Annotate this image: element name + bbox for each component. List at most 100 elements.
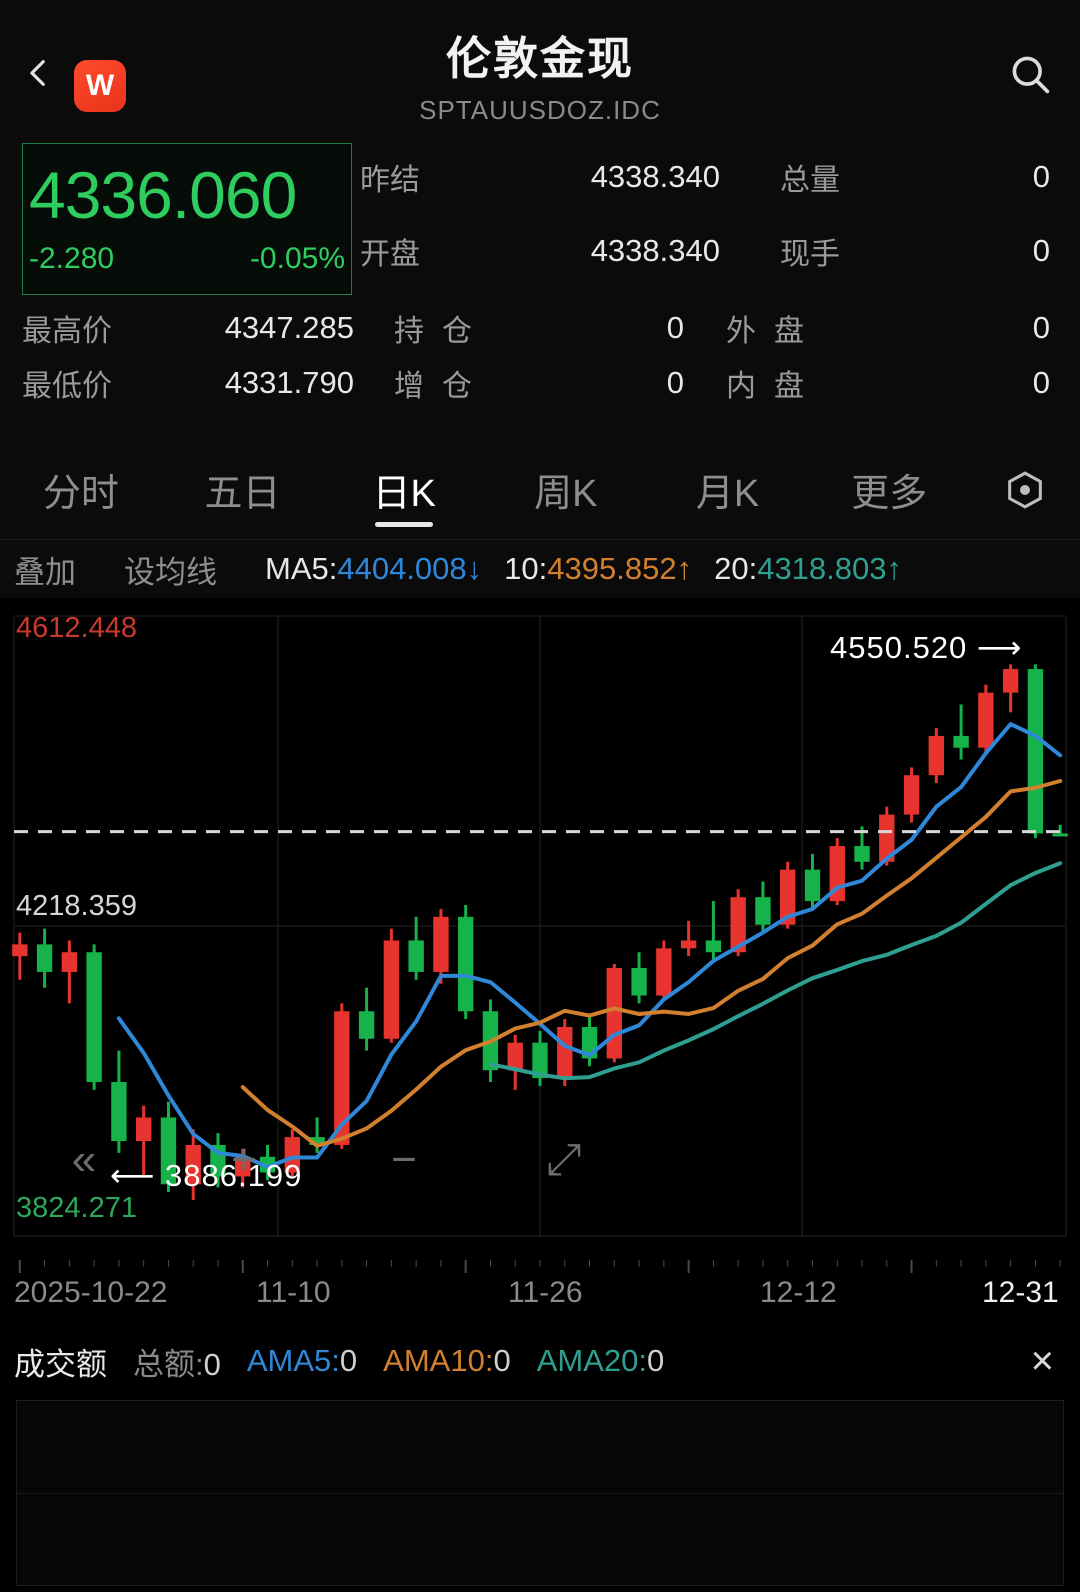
open-price-label: 开盘 [360,238,420,271]
ma20-value: 4318.803 [757,551,887,586]
price-change-pct: -0.05% [249,242,345,275]
prev-close-label: 昨结 [360,164,420,197]
tab-five-day[interactable]: 五日 [162,440,324,539]
quote-kv-row: 昨结 4338.340 总量 0 [360,140,1080,214]
low-price-label: 最低价 [22,369,112,403]
overlay-button[interactable]: 叠加 [14,554,76,590]
chart-candles [12,664,1068,1201]
open-price-value: 4338.340 [590,233,720,268]
page-subtitle-code: SPTAUUSDOZ.IDC [419,95,661,125]
x-axis: 2025-10-22 11-10 11-26 12-12 12-31 [0,1258,1080,1328]
ama10-value: 0 [493,1343,511,1378]
tab-label: 月K [695,473,760,515]
chart-floating-toolbar: « + − ⤢ [52,1128,632,1194]
ama10-readout: AMA10:0 [383,1343,511,1379]
ama5-readout: AMA5:0 [247,1343,357,1379]
tab-weekly-k[interactable]: 周K [485,440,647,539]
chart-canvas [12,615,1068,1237]
x-axis-label-current: 12-31 [982,1276,1059,1309]
ma-indicator-bar: 叠加 设均线 MA5:4404.008↓ 10:4395.852↑ 20:431… [0,540,1080,598]
quote-kv-row: 开盘 4338.340 现手 0 [360,214,1080,288]
ma5-key: MA5: [265,551,338,586]
x-axis-ticks [18,1260,1061,1273]
scroll-left-button[interactable]: « [71,1135,97,1184]
chart-gridlines [13,615,1067,1237]
close-volume-panel-button[interactable]: × [1030,1339,1054,1383]
x-axis-label: 11-10 [256,1276,331,1309]
app-header: W 伦敦金现 SPTAUUSDOZ.IDC [0,0,1080,140]
y-axis-mid-label: 4218.359 [16,890,137,922]
tab-label: 日K [372,473,436,515]
x-axis-label: 11-26 [508,1276,583,1309]
chart-period-tabs: 分时 五日 日K 周K 月K 更多 [0,440,1080,540]
quote-panel: 4336.060 -2.280 -0.05% 昨结 4338.340 总量 0 … [0,140,1080,440]
high-price-value: 4347.285 [224,309,354,345]
page-title: 伦敦金现 [445,33,634,84]
high-price-marker: 4550.520 ⟶ [830,630,1023,665]
chart-settings-button[interactable] [970,467,1080,513]
ma20-arrow-icon: ↑ [886,551,903,586]
open-interest-label: 持仓 [394,314,490,348]
ma10-arrow-icon: ↑ [676,551,693,586]
volume-header: 成交额 总额:0 AMA5:0 AMA10:0 AMA20:0 × [0,1328,1080,1394]
price-change-abs: -2.280 [29,242,115,275]
volume-midline [17,1493,1063,1494]
tab-label: 周K [534,473,598,515]
low-price-marker: ⟵ 3886.199 [110,1158,303,1193]
open-interest-value: 0 [666,309,684,345]
ama20-readout: AMA20:0 [537,1343,665,1379]
ma5-arrow-icon: ↓ [466,551,483,586]
search-icon[interactable] [1008,52,1052,96]
title-block: 伦敦金现 SPTAUUSDOZ.IDC [0,22,1080,126]
ama5-value: 0 [339,1343,358,1378]
ma5-readout: MA5:4404.008↓ [265,551,482,587]
zoom-in-button[interactable]: + [231,1135,257,1184]
back-chevron-icon[interactable] [22,56,56,90]
tab-daily-k[interactable]: 日K [323,440,485,539]
tab-minute[interactable]: 分时 [0,440,162,539]
ama5-key: AMA5: [246,1343,340,1378]
price-box[interactable]: 4336.060 -2.280 -0.05% [22,143,352,295]
brand-logo-label: W [85,69,115,102]
hexagon-settings-icon [1008,470,1042,509]
volume-total-key: 总额: [133,1346,204,1382]
chart-ma-lines [116,722,1063,1169]
current-volume-label: 现手 [780,238,840,271]
quote-stats: 最高价 4347.285 持仓 0 外盘 0 最低价 4331.790 增仓 0… [22,300,1080,410]
price-change-row: -2.280 -0.05% [29,242,345,276]
volume-title: 成交额 [14,1346,107,1382]
volume-chart-area[interactable] [0,1400,1080,1592]
volume-chart-canvas [16,1400,1064,1586]
x-axis-label: 12-12 [760,1276,837,1309]
position-change-label: 增仓 [394,369,490,403]
stats-row: 最高价 4347.285 持仓 0 外盘 0 [22,300,1080,355]
ama20-value: 0 [646,1343,665,1378]
set-ma-button[interactable]: 设均线 [124,554,217,590]
outer-volume-label: 外盘 [726,314,822,348]
tab-monthly-k[interactable]: 月K [647,440,809,539]
total-volume-value: 0 [1032,159,1050,194]
x-axis-label: 2025-10-22 [14,1276,168,1309]
candlestick-chart[interactable]: 4612.448 4218.359 3824.271 4550.520 ⟶ ⟵ … [0,598,1080,1258]
current-volume-value: 0 [1032,233,1050,268]
outer-volume-value: 0 [1032,309,1050,345]
volume-total-value: 0 [203,1346,221,1382]
high-price-label: 最高价 [22,314,112,348]
zoom-out-button[interactable]: − [391,1135,417,1184]
tab-label: 分时 [42,473,119,515]
ama20-key: AMA20: [536,1343,647,1378]
tab-label: 五日 [204,473,281,515]
ma10-value: 4395.852 [547,551,677,586]
tab-label: 更多 [851,473,928,515]
prev-close-value: 4338.340 [590,159,720,194]
tab-more[interactable]: 更多 [808,440,970,539]
last-price: 4336.060 [29,158,297,232]
ma5-value: 4404.008 [337,551,467,586]
stats-row: 最低价 4331.790 增仓 0 内盘 0 [22,355,1080,410]
ma20-readout: 20:4318.803↑ [714,551,902,587]
y-axis-top-label: 4612.448 [16,612,137,644]
quote-key-values: 昨结 4338.340 总量 0 开盘 4338.340 现手 0 [360,140,1080,288]
fullscreen-button[interactable]: ⤢ [546,1135,582,1184]
brand-logo[interactable]: W [74,60,126,112]
position-change-value: 0 [666,364,684,400]
